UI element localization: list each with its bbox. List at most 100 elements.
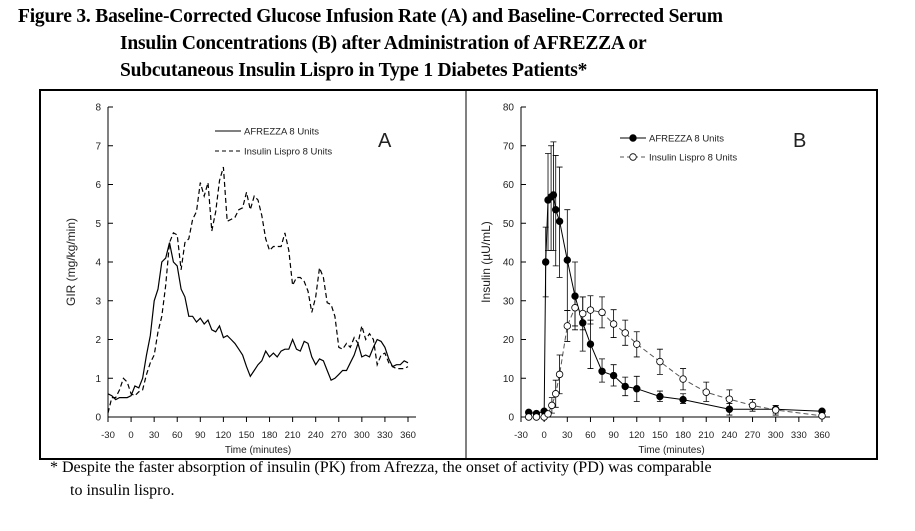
y-tick-label: 7 (95, 141, 101, 152)
data-point-afrezza (541, 258, 550, 266)
panel-label: B (793, 130, 806, 152)
x-tick-label: 240 (721, 430, 737, 441)
y-tick-label: 0 (508, 413, 514, 424)
data-point-lispro (544, 410, 552, 418)
data-point-lispro (702, 388, 710, 396)
x-tick-label: 360 (400, 430, 416, 441)
y-tick-label: 80 (503, 103, 515, 114)
x-tick-label: 150 (239, 430, 255, 441)
y-tick-label: 1 (95, 374, 101, 385)
data-point-lispro (818, 412, 826, 420)
x-tick-label: 60 (585, 430, 596, 441)
y-tick-label: 50 (503, 219, 515, 230)
x-tick-label: 60 (172, 430, 183, 441)
x-tick-label: 330 (377, 430, 393, 441)
series-line-lispro (107, 166, 409, 414)
x-tick-label: 90 (195, 430, 206, 441)
data-point-lispro (633, 340, 641, 348)
footnote-line-1: * Despite the faster absorption of insul… (50, 459, 712, 476)
y-tick-label: 3 (95, 296, 101, 307)
y-tick-label: 60 (503, 180, 515, 191)
data-point-lispro (571, 304, 579, 312)
data-point-afrezza (621, 382, 629, 391)
data-point-lispro (525, 413, 533, 421)
y-tick-label: 5 (95, 219, 101, 230)
y-tick-label: 2 (95, 335, 101, 346)
x-tick-label: 180 (675, 430, 691, 441)
x-tick-label: 30 (149, 430, 160, 441)
x-tick-label: -30 (514, 430, 528, 441)
x-tick-label: 120 (215, 430, 231, 441)
data-point-lispro (748, 401, 757, 410)
data-point-lispro (532, 413, 541, 421)
x-tick-label: 210 (698, 430, 714, 441)
y-tick-label: 4 (95, 258, 101, 269)
y-tick-label: 40 (503, 258, 515, 269)
data-point-lispro (586, 306, 595, 314)
x-tick-label: 0 (128, 430, 133, 441)
legend-marker (629, 153, 637, 161)
data-point-afrezza (586, 340, 595, 348)
data-point-afrezza (609, 371, 618, 380)
data-point-afrezza (633, 385, 641, 393)
data-point-afrezza (563, 256, 572, 264)
figure-title-line-2: Insulin Concentrations (B) after Adminis… (120, 33, 647, 54)
x-axis-label: Time (minutes) (638, 445, 704, 456)
series-line-afrezza (528, 194, 823, 415)
figure-frame (39, 89, 878, 460)
figure-title-line-3: Subcutaneous Insulin Lispro in Type 1 Di… (120, 60, 588, 81)
data-point-lispro (609, 320, 618, 328)
x-tick-label: 90 (608, 430, 619, 441)
x-tick-label: 240 (308, 430, 324, 441)
y-tick-label: 30 (503, 296, 515, 307)
legend-label: Insulin Lispro 8 Units (244, 147, 332, 158)
legend-marker (629, 134, 637, 142)
panel-label: A (378, 130, 392, 152)
data-point-lispro (563, 322, 572, 330)
x-tick-label: 210 (285, 430, 301, 441)
x-tick-label: 270 (745, 430, 761, 441)
y-axis-label: GIR (mg/kg/min) (64, 218, 78, 306)
x-tick-label: 300 (354, 430, 370, 441)
x-tick-label: 30 (562, 430, 573, 441)
series-line-lispro (528, 306, 823, 418)
y-tick-label: 10 (503, 374, 515, 385)
data-point-lispro (555, 370, 564, 379)
y-tick-label: 70 (503, 141, 515, 152)
figure-title-line-1: Figure 3. Baseline-Corrected Glucose Inf… (18, 6, 723, 27)
y-tick-label: 20 (503, 335, 515, 346)
x-tick-label: -30 (101, 430, 115, 441)
data-point-afrezza (598, 367, 606, 375)
data-point-lispro (548, 401, 556, 410)
data-point-lispro (552, 390, 560, 398)
x-tick-label: 300 (768, 430, 784, 441)
data-point-lispro (656, 357, 664, 366)
data-point-afrezza (555, 217, 564, 226)
data-point-lispro (621, 329, 629, 337)
series-line-afrezza (107, 242, 409, 401)
x-tick-label: 270 (331, 430, 347, 441)
x-tick-label: 120 (629, 430, 645, 441)
footnote-line-2: to insulin lispro. (70, 482, 175, 499)
data-point-lispro (725, 395, 734, 403)
y-axis-label: Insulin (µU/mL) (479, 221, 493, 303)
data-point-afrezza (656, 392, 664, 401)
x-tick-label: 180 (262, 430, 278, 441)
x-tick-label: 150 (652, 430, 668, 441)
x-tick-label: 0 (542, 430, 547, 441)
x-tick-label: 330 (791, 430, 807, 441)
data-point-afrezza (679, 395, 687, 404)
x-tick-label: 360 (814, 430, 830, 441)
legend-label: Insulin Lispro 8 Units (649, 153, 737, 164)
data-point-afrezza (549, 191, 558, 199)
y-tick-label: 0 (95, 413, 101, 424)
data-point-lispro (771, 406, 780, 414)
data-point-afrezza (552, 205, 560, 214)
y-tick-label: 6 (95, 180, 101, 191)
data-point-lispro (679, 375, 687, 383)
legend-label: AFREZZA 8 Units (244, 127, 319, 138)
legend-label: AFREZZA 8 Units (649, 134, 724, 145)
